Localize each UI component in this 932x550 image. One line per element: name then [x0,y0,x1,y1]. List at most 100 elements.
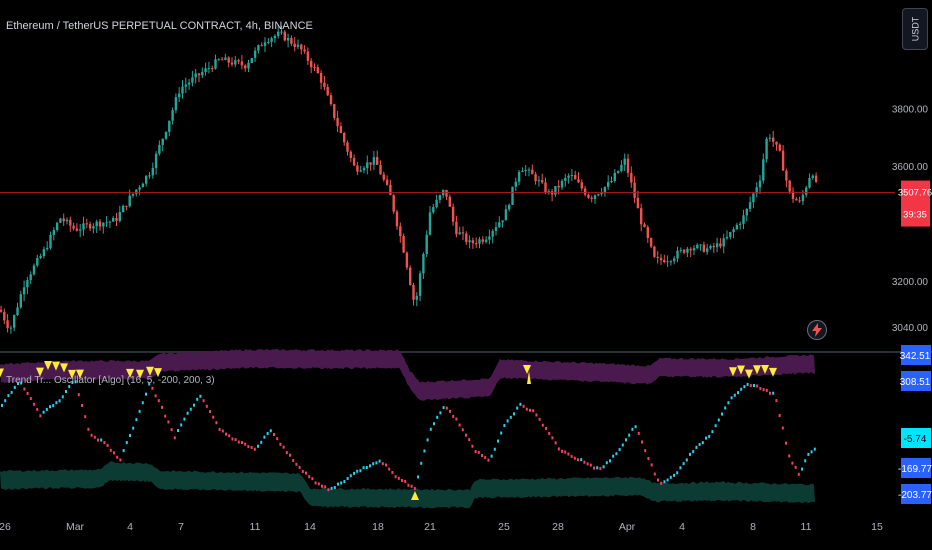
candle [98,221,102,227]
oscillator-mark [378,459,381,463]
price-tick-label: 3040.00 [892,323,929,334]
sell-signal-marker [154,368,162,378]
oscillator-mark [74,380,77,384]
oscillator-mark [497,439,499,443]
oscillator-mark [129,433,131,437]
candle [286,38,290,41]
oscillator-mark [317,482,320,486]
candle [630,172,633,183]
oscillator-mark [157,399,160,403]
candle [376,157,379,165]
candle [145,175,148,184]
current-price-tag [901,180,930,227]
candle [620,164,623,172]
oscillator-value-label: -203.77 [898,490,932,501]
oscillator-mark [487,458,490,462]
oscillator-mark [221,429,224,433]
candle [455,221,458,235]
oscillator-mark [503,424,506,428]
time-axis[interactable]: 26 Mar 4 7 11 14 18 21 25 28 Apr 4 8 11 15 [0,521,883,533]
candle [415,295,418,300]
oscillator-value-tag [901,458,931,478]
candle [560,180,564,188]
oscillator-mark [641,440,643,444]
oscillator-mark [529,408,531,412]
sell-signal-marker [761,365,769,375]
candle [178,93,181,98]
price-pane[interactable] [0,24,895,334]
oscillator-mark [509,415,512,419]
oscillator-mark [557,447,560,451]
candle [174,97,178,111]
currency-button[interactable]: USDT [902,8,928,50]
sell-signal-marker [523,365,531,375]
sell-signal-marker [136,369,144,379]
oscillator-axis[interactable]: 342.51 308.51 -5.74 -169.77 -203.77 [898,345,932,504]
candle [673,258,676,262]
candle [468,240,471,243]
oscillator-mark [212,415,215,419]
candle [260,45,263,47]
oscillator-mark [698,443,701,447]
oscillator-mark [170,428,173,432]
candle [798,200,801,202]
candle [679,249,682,251]
sell-signal-marker [44,360,52,370]
candle [75,228,79,231]
oscillator-mark [81,403,83,407]
countdown-label: 39:35 [903,210,927,221]
candle [319,72,323,83]
oscillator-mark [141,401,144,405]
candle [372,157,376,165]
oscillator-mark [327,488,330,492]
oscillator-mark [733,393,736,397]
candle [52,230,55,235]
candle [610,181,613,183]
candle [488,236,491,240]
candle [616,171,620,173]
oscillator-mark [730,396,733,400]
candle [95,221,98,227]
oscillator-mark [234,438,237,442]
candle [471,240,475,244]
oscillator-mark [324,485,327,489]
oscillator-mark [397,476,400,480]
oscillator-mark [349,474,352,478]
sell-signal-marker [146,366,154,376]
candle [204,68,207,73]
oscillator-mark [442,406,445,410]
oscillator-mark [612,454,615,458]
oscillator-mark [161,405,163,409]
candle [504,209,508,221]
oscillator-mark [42,410,45,414]
current-price-label: 3507.76 [898,188,932,199]
indicator-label[interactable]: Trend Tr... Oscillator [Algo] (16, 5, -2… [6,375,215,386]
oscillator-pane[interactable] [0,348,816,509]
oscillator-mark [356,469,359,473]
oscillator-mark [36,407,39,411]
candle [164,131,168,139]
candle [92,226,95,229]
oscillator-mark [106,443,109,447]
lightning-icon[interactable] [807,320,827,340]
oscillator-mark [84,415,87,419]
oscillator-mark [343,480,346,484]
oscillator-mark [209,410,211,414]
oscillator-mark [653,472,656,476]
sell-signal-marker [76,369,84,379]
candle [722,238,725,247]
price-axis[interactable]: 3800.00 3600.00 3200.00 3040.00 3507.76 39:35 [892,105,932,334]
oscillator-mark [567,452,570,456]
candle [313,67,316,69]
candle [283,31,286,41]
oscillator-value-label: 308.51 [900,377,931,388]
oscillator-mark [125,441,128,445]
time-tick-label: 4 [127,521,133,533]
candle [748,202,752,210]
candle [300,44,303,50]
oscillator-mark [685,458,688,462]
oscillator-mark [148,382,151,386]
candle [237,60,240,62]
candle [425,234,428,255]
